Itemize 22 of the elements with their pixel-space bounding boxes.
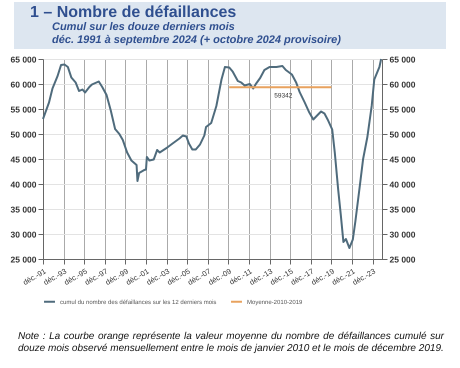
y-tick-label: 60 000 — [10, 80, 37, 90]
y-tick-label: 55 000 — [10, 104, 37, 114]
line-series — [42, 58, 382, 249]
y2-tick-label: 30 000 — [390, 230, 416, 240]
y2-tick-label: 25 000 — [390, 254, 416, 264]
y2-tick-label: 55 000 — [390, 104, 416, 114]
y2-tick-label: 60 000 — [390, 80, 416, 90]
y-tick-label: 35 000 — [10, 204, 37, 214]
y-tick-label: 50 000 — [10, 130, 37, 140]
chart-title: 1 – Nombre de défaillances — [30, 4, 238, 21]
y-tick-label: 45 000 — [10, 154, 37, 164]
y2-tick-label: 40 000 — [390, 180, 416, 190]
text: Note : La courbe orange représente la valeur moyenne du nombre de défaillances cumulé sur douze mois observé mensuellement entre le mois de janvier 2010 et le mois de décembre 2019. — [18, 331, 444, 355]
y-tick-label: 30 000 — [10, 230, 37, 240]
y2-tick-label: 35 000 — [390, 204, 416, 214]
y-tick-label: 25 000 — [10, 254, 37, 264]
y-tick-label: 40 000 — [10, 180, 37, 190]
y2-tick-label: 50 000 — [390, 130, 416, 140]
y-tick-label: 65 000 — [10, 54, 37, 64]
chart-subtitle: Cumul sur les douze derniers mois déc. 1991 à septembre 2024 (+ octobre 2024 provisoire) — [52, 21, 342, 47]
y2-tick-label: 65 000 — [390, 54, 416, 64]
y2-tick-label: 45 000 — [390, 154, 416, 164]
